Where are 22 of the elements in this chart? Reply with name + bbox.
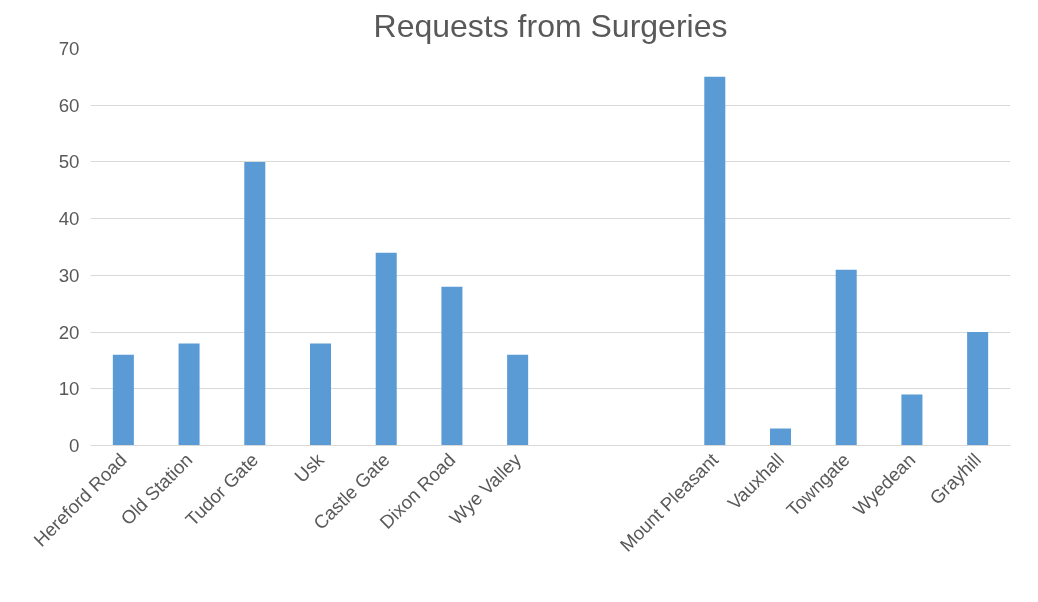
y-tick-label: 50 xyxy=(58,151,80,173)
bar xyxy=(704,76,726,446)
y-tick-label: 70 xyxy=(58,38,80,59)
bar xyxy=(112,354,134,446)
bar xyxy=(769,428,792,446)
bar xyxy=(967,332,989,446)
bar xyxy=(309,343,332,446)
bar xyxy=(901,394,923,446)
y-tick-label: 60 xyxy=(58,94,80,116)
y-tick-label: 30 xyxy=(58,264,80,286)
y-tick-label: 0 xyxy=(69,435,80,456)
x-tick-label: Usk xyxy=(290,448,329,487)
bar xyxy=(835,269,857,446)
bar xyxy=(244,161,266,446)
bar xyxy=(441,286,463,446)
y-tick-label: 40 xyxy=(58,208,80,230)
bar xyxy=(178,343,200,446)
bar xyxy=(375,252,397,446)
chart-title: Requests from Surgeries xyxy=(373,7,728,44)
y-tick-label: 20 xyxy=(58,321,80,343)
y-tick-label: 10 xyxy=(58,378,80,400)
bar xyxy=(507,354,529,446)
